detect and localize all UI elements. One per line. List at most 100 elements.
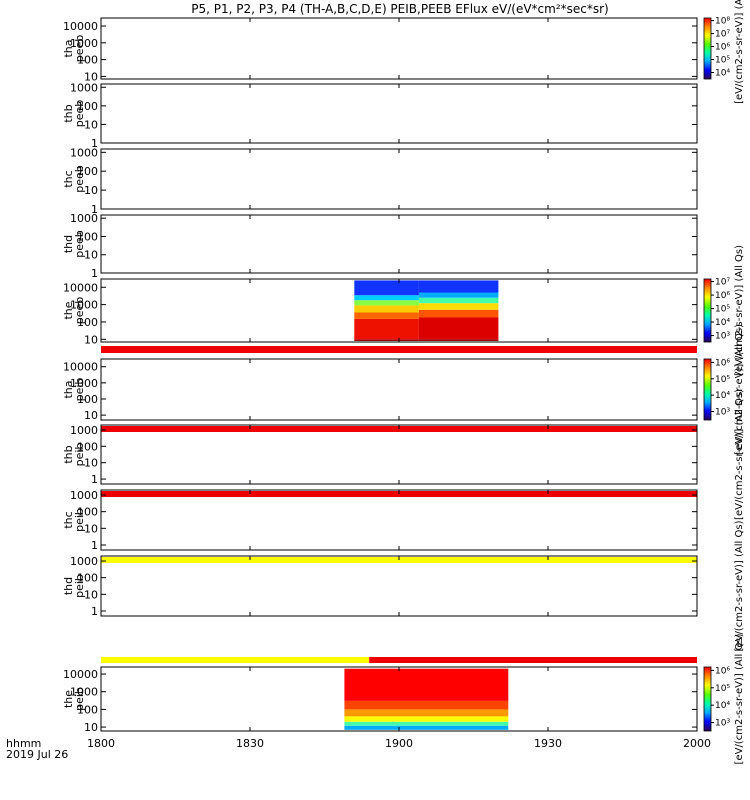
x-tick-label: 1800 xyxy=(87,737,115,750)
y-tick-label: 1000 xyxy=(70,377,98,390)
panel-ylabel-line: peeb xyxy=(73,100,86,128)
panel-ylabel-line: thb xyxy=(62,445,75,463)
colorbar-tick-label: 10³ xyxy=(715,408,730,418)
spectrogram-cell xyxy=(344,716,509,722)
spectrogram-cell xyxy=(418,309,499,318)
colorbar xyxy=(703,666,712,732)
spectrogram-cell xyxy=(344,709,509,717)
panel-frame xyxy=(100,83,698,144)
date-label: 2019 Jul 26 xyxy=(6,748,68,761)
colorbar xyxy=(703,17,712,80)
panel-ylabel-line: the xyxy=(62,690,75,708)
panel-frame xyxy=(100,555,698,617)
panel-ylabel-line: thc xyxy=(62,170,75,187)
panel-ylabel-line: peeb xyxy=(73,165,86,193)
y-tick-label: 100 xyxy=(77,230,98,243)
y-tick-label: 1000 xyxy=(70,686,98,699)
y-tick-label: 10 xyxy=(84,118,98,131)
colorbar-label: [eV/(cm2-s-sr-eV)] (All Qs) xyxy=(734,324,745,455)
spectrogram-cell xyxy=(418,297,499,304)
panel-ylabel-line: thb xyxy=(62,104,75,122)
colorbar-label: [eV/(cm2-s-sr-eV)] (All Qs) xyxy=(734,389,745,520)
colorbar-label: [eV/(cm2-s-sr-eV)] (All xyxy=(734,0,745,104)
y-tick-label: 100 xyxy=(77,54,98,67)
y-tick-label: 10000 xyxy=(63,668,98,681)
colorbar-tick-label: 10⁶ xyxy=(715,358,730,368)
colorbar-tick-label: 10³ xyxy=(715,332,730,342)
spectrogram-cell xyxy=(344,701,509,710)
y-tick-label: 1000 xyxy=(70,299,98,312)
spectrogram-cell xyxy=(354,318,419,340)
y-tick-label: 10 xyxy=(84,588,98,601)
y-tick-label: 1 xyxy=(91,137,98,150)
panel-ylabel-line: thd xyxy=(62,235,75,253)
y-tick-label: 10 xyxy=(84,70,98,83)
colorbar-tick-label: 10⁶ xyxy=(715,666,730,676)
spectrogram-cell xyxy=(354,339,419,341)
status-bar-segment xyxy=(101,657,370,663)
x-tick-label: 2000 xyxy=(683,737,711,750)
colorbar-label: [eV/(cm2-s-sr-eV)] (All Qs) xyxy=(734,245,745,376)
panel-frame xyxy=(100,424,698,485)
spectrogram-cell xyxy=(354,305,419,313)
y-tick-label: 10000 xyxy=(63,361,98,374)
spectrogram-cell xyxy=(354,312,419,319)
y-tick-label: 1 xyxy=(91,203,98,216)
spectrogram-cell xyxy=(344,721,509,726)
colorbar-tick-label: 10⁶ xyxy=(715,291,730,301)
y-tick-label: 10 xyxy=(84,333,98,346)
y-tick-label: 100 xyxy=(77,440,98,453)
y-tick-label: 10 xyxy=(84,721,98,734)
y-tick-label: 1 xyxy=(91,539,98,552)
status-bar-segment xyxy=(101,346,697,353)
panel-ylabel-line: peeb xyxy=(73,297,86,325)
y-tick-label: 1000 xyxy=(70,37,98,50)
colorbar-tick-label: 10⁵ xyxy=(715,375,730,385)
colorbar-tick-label: 10⁸ xyxy=(715,17,730,27)
colorbar-tick-label: 10⁶ xyxy=(715,43,730,53)
y-tick-label: 10 xyxy=(84,249,98,262)
figure-title: P5, P1, P2, P3, P4 (TH-A,B,C,D,E) PEIB,P… xyxy=(191,2,608,16)
x-tick-label: 1830 xyxy=(236,737,264,750)
spectrogram-cell xyxy=(418,303,499,310)
y-tick-label: 1000 xyxy=(70,424,98,437)
panel-ylabel-line: peib xyxy=(73,443,86,467)
spectrogram-cell xyxy=(418,339,499,341)
y-tick-label: 100 xyxy=(77,506,98,519)
y-tick-label: 100 xyxy=(77,393,98,406)
y-tick-label: 1 xyxy=(91,267,98,280)
panel-ylabel-line: tha xyxy=(62,380,75,398)
y-tick-label: 10 xyxy=(84,184,98,197)
spectrogram-cell xyxy=(354,300,419,306)
colorbar-tick-label: 10⁴ xyxy=(715,318,730,328)
panel-ylabel-line: peib xyxy=(73,378,86,402)
colorbar-tick-label: 10⁷ xyxy=(715,30,730,40)
y-tick-label: 1000 xyxy=(70,555,98,568)
colorbar-label: [eV/(cm2-s-sr-eV)] (All Qs) xyxy=(734,520,745,651)
panel-frame xyxy=(100,489,698,551)
y-tick-label: 10000 xyxy=(63,281,98,294)
x-tick-label: 1900 xyxy=(385,737,413,750)
panel-frame xyxy=(100,214,698,274)
panel-ylabel-line: tha xyxy=(62,39,75,57)
y-tick-label: 100 xyxy=(77,165,98,178)
panel-ylabel-line: peeb xyxy=(73,230,86,258)
y-tick-label: 1 xyxy=(91,473,98,486)
y-tick-label: 1000 xyxy=(70,146,98,159)
spectrogram-cell xyxy=(418,280,499,293)
